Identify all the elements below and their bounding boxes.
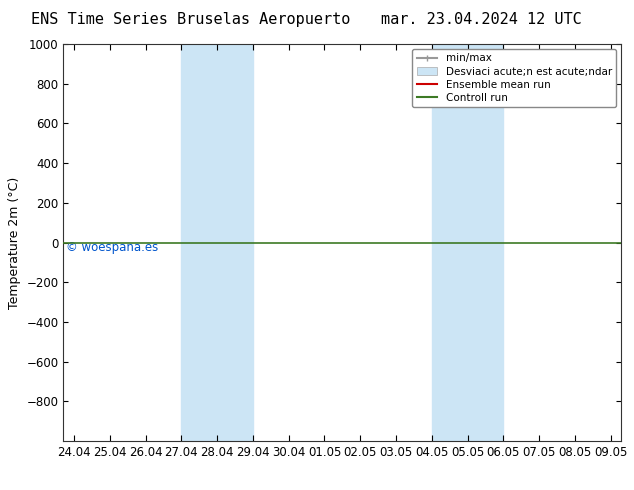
Bar <box>432 44 503 441</box>
Y-axis label: Temperature 2m (°C): Temperature 2m (°C) <box>8 176 21 309</box>
Text: © woespana.es: © woespana.es <box>66 241 158 253</box>
Text: mar. 23.04.2024 12 UTC: mar. 23.04.2024 12 UTC <box>382 12 582 27</box>
Bar <box>181 44 253 441</box>
Text: ENS Time Series Bruselas Aeropuerto: ENS Time Series Bruselas Aeropuerto <box>30 12 350 27</box>
Legend: min/max, Desviaci acute;n est acute;ndar, Ensemble mean run, Controll run: min/max, Desviaci acute;n est acute;ndar… <box>412 49 616 107</box>
